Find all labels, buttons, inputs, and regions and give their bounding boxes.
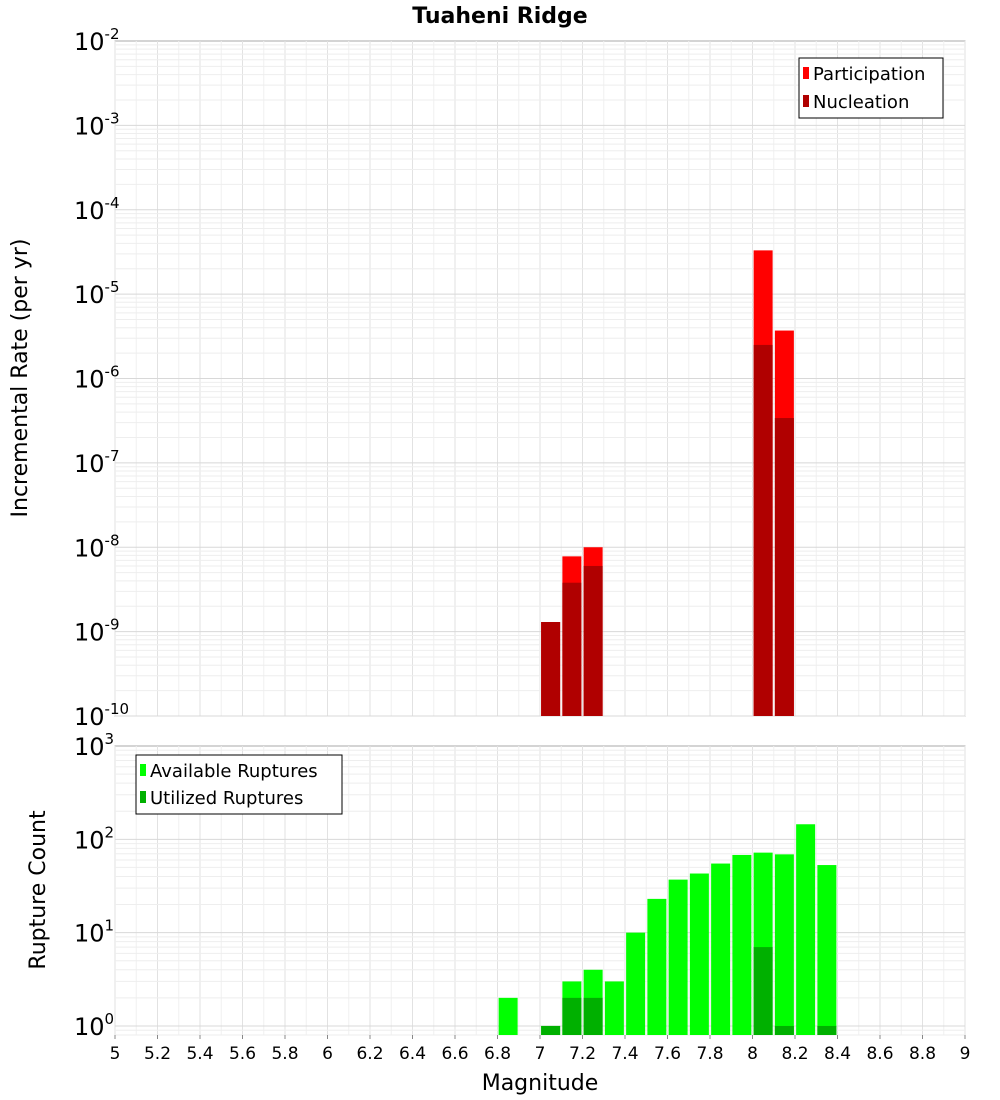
count-utilized-ruptures-bar	[562, 997, 582, 1035]
count-legend: Available Ruptures Utilized Ruptures	[135, 754, 343, 815]
count-y-tick-label: 100	[74, 1010, 114, 1041]
count-available-ruptures-bar	[711, 863, 731, 1035]
utilized-legend-label: Utilized Ruptures	[150, 788, 303, 809]
rate-y-tick-label: 10-6	[74, 363, 120, 394]
count-available-ruptures-bar	[604, 981, 624, 1035]
count-available-ruptures-bar	[668, 879, 688, 1035]
x-tick-label: 5.8	[271, 1044, 298, 1064]
count-utilized-ruptures-bar	[774, 1025, 794, 1035]
x-tick-label: 5	[110, 1044, 121, 1064]
x-tick-label: 5.2	[144, 1044, 171, 1064]
count-available-ruptures-bar	[732, 854, 752, 1035]
x-tick-label: 9	[960, 1044, 971, 1064]
rate-y-tick-label: 10-4	[74, 194, 120, 225]
available-legend-label: Available Ruptures	[150, 761, 318, 782]
count-utilized-ruptures-bar	[753, 947, 773, 1035]
count-panel: 103 102 101 100 Rupture Count Available Rup…	[26, 730, 966, 1041]
rate-y-tick-label: 10-5	[74, 278, 120, 309]
count-y-ticks: 103 102 101 100	[74, 730, 114, 1041]
rate-nucleation-bar	[774, 418, 794, 716]
rate-nucleation-bar	[562, 582, 582, 716]
rate-grid	[114, 41, 966, 717]
x-tick-label: 8.6	[866, 1044, 893, 1064]
count-available-ruptures-bar	[626, 932, 646, 1035]
nucleation-legend-label: Nucleation	[813, 92, 909, 113]
count-available-ruptures-bar	[498, 997, 518, 1035]
count-utilized-ruptures-bar	[583, 997, 603, 1035]
participation-legend-swatch	[803, 67, 809, 79]
chart-title: Tuaheni Ridge	[412, 4, 587, 29]
rate-y-tick-label: 10-8	[74, 531, 120, 562]
x-tick-label: 5.4	[186, 1044, 213, 1064]
count-utilized-ruptures-bar	[817, 1025, 837, 1035]
x-tick-label: 5.6	[229, 1044, 256, 1064]
rate-panel: 10-2 10-3 10-4 10-5 10-6 10-7 10-8 10-9 10-10 In…	[8, 25, 966, 731]
rate-y-tick-label: 10-10	[74, 700, 129, 731]
x-tick-label: 7.4	[611, 1044, 638, 1064]
x-axis-label: Magnitude	[482, 1071, 599, 1096]
x-tick-label: 8.2	[781, 1044, 808, 1064]
rate-bars	[541, 250, 794, 717]
x-tick-label: 8.8	[909, 1044, 936, 1064]
x-tick-label: 7.2	[569, 1044, 596, 1064]
x-tick-label: 7	[535, 1044, 546, 1064]
utilized-legend-swatch	[140, 791, 146, 803]
x-tick-label: 8	[747, 1044, 758, 1064]
x-axis-ticks: 5 5.2 5.4 5.6 5.8 6 6.2 6.4 6.6 6.8 7 7.2 7.4 7.6 7.8 8…	[110, 1035, 971, 1064]
rate-legend-box	[798, 57, 944, 119]
rate-y-tick-label: 10-9	[74, 616, 120, 647]
count-y-axis-label: Rupture Count	[26, 810, 51, 970]
nucleation-legend-swatch	[803, 95, 809, 107]
count-available-ruptures-bar	[689, 873, 709, 1035]
x-tick-label: 6.8	[484, 1044, 511, 1064]
count-available-ruptures-bar	[647, 898, 667, 1035]
rate-y-tick-label: 10-3	[74, 109, 120, 140]
rate-y-tick-label: 10-2	[74, 25, 120, 56]
participation-legend-label: Participation	[813, 64, 925, 85]
rate-y-tick-label: 10-7	[74, 447, 120, 478]
x-tick-label: 7.6	[654, 1044, 681, 1064]
rate-nucleation-bar	[541, 622, 561, 716]
x-tick-label: 6.4	[399, 1044, 426, 1064]
x-tick-label: 6.6	[441, 1044, 468, 1064]
rate-y-axis-label: Incremental Rate (per yr)	[8, 239, 33, 518]
x-tick-label: 6	[322, 1044, 333, 1064]
rate-nucleation-bar	[753, 344, 773, 716]
count-available-ruptures-bar	[817, 865, 837, 1035]
rate-legend: Participation Nucleation	[798, 57, 944, 119]
count-available-ruptures-bar	[796, 824, 816, 1035]
rate-nucleation-bar	[583, 565, 603, 716]
count-bars	[498, 824, 837, 1035]
x-tick-label: 8.4	[824, 1044, 851, 1064]
available-legend-swatch	[140, 764, 146, 776]
count-available-ruptures-bar	[774, 854, 794, 1035]
count-y-tick-label: 101	[74, 917, 114, 948]
x-tick-label: 7.8	[696, 1044, 723, 1064]
count-utilized-ruptures-bar	[541, 1025, 561, 1035]
x-tick-label: 6.2	[356, 1044, 383, 1064]
count-legend-box	[135, 754, 343, 815]
rate-y-ticks: 10-2 10-3 10-4 10-5 10-6 10-7 10-8 10-9 10-10	[74, 25, 129, 731]
count-y-tick-label: 103	[74, 730, 114, 761]
count-y-tick-label: 102	[74, 823, 114, 854]
